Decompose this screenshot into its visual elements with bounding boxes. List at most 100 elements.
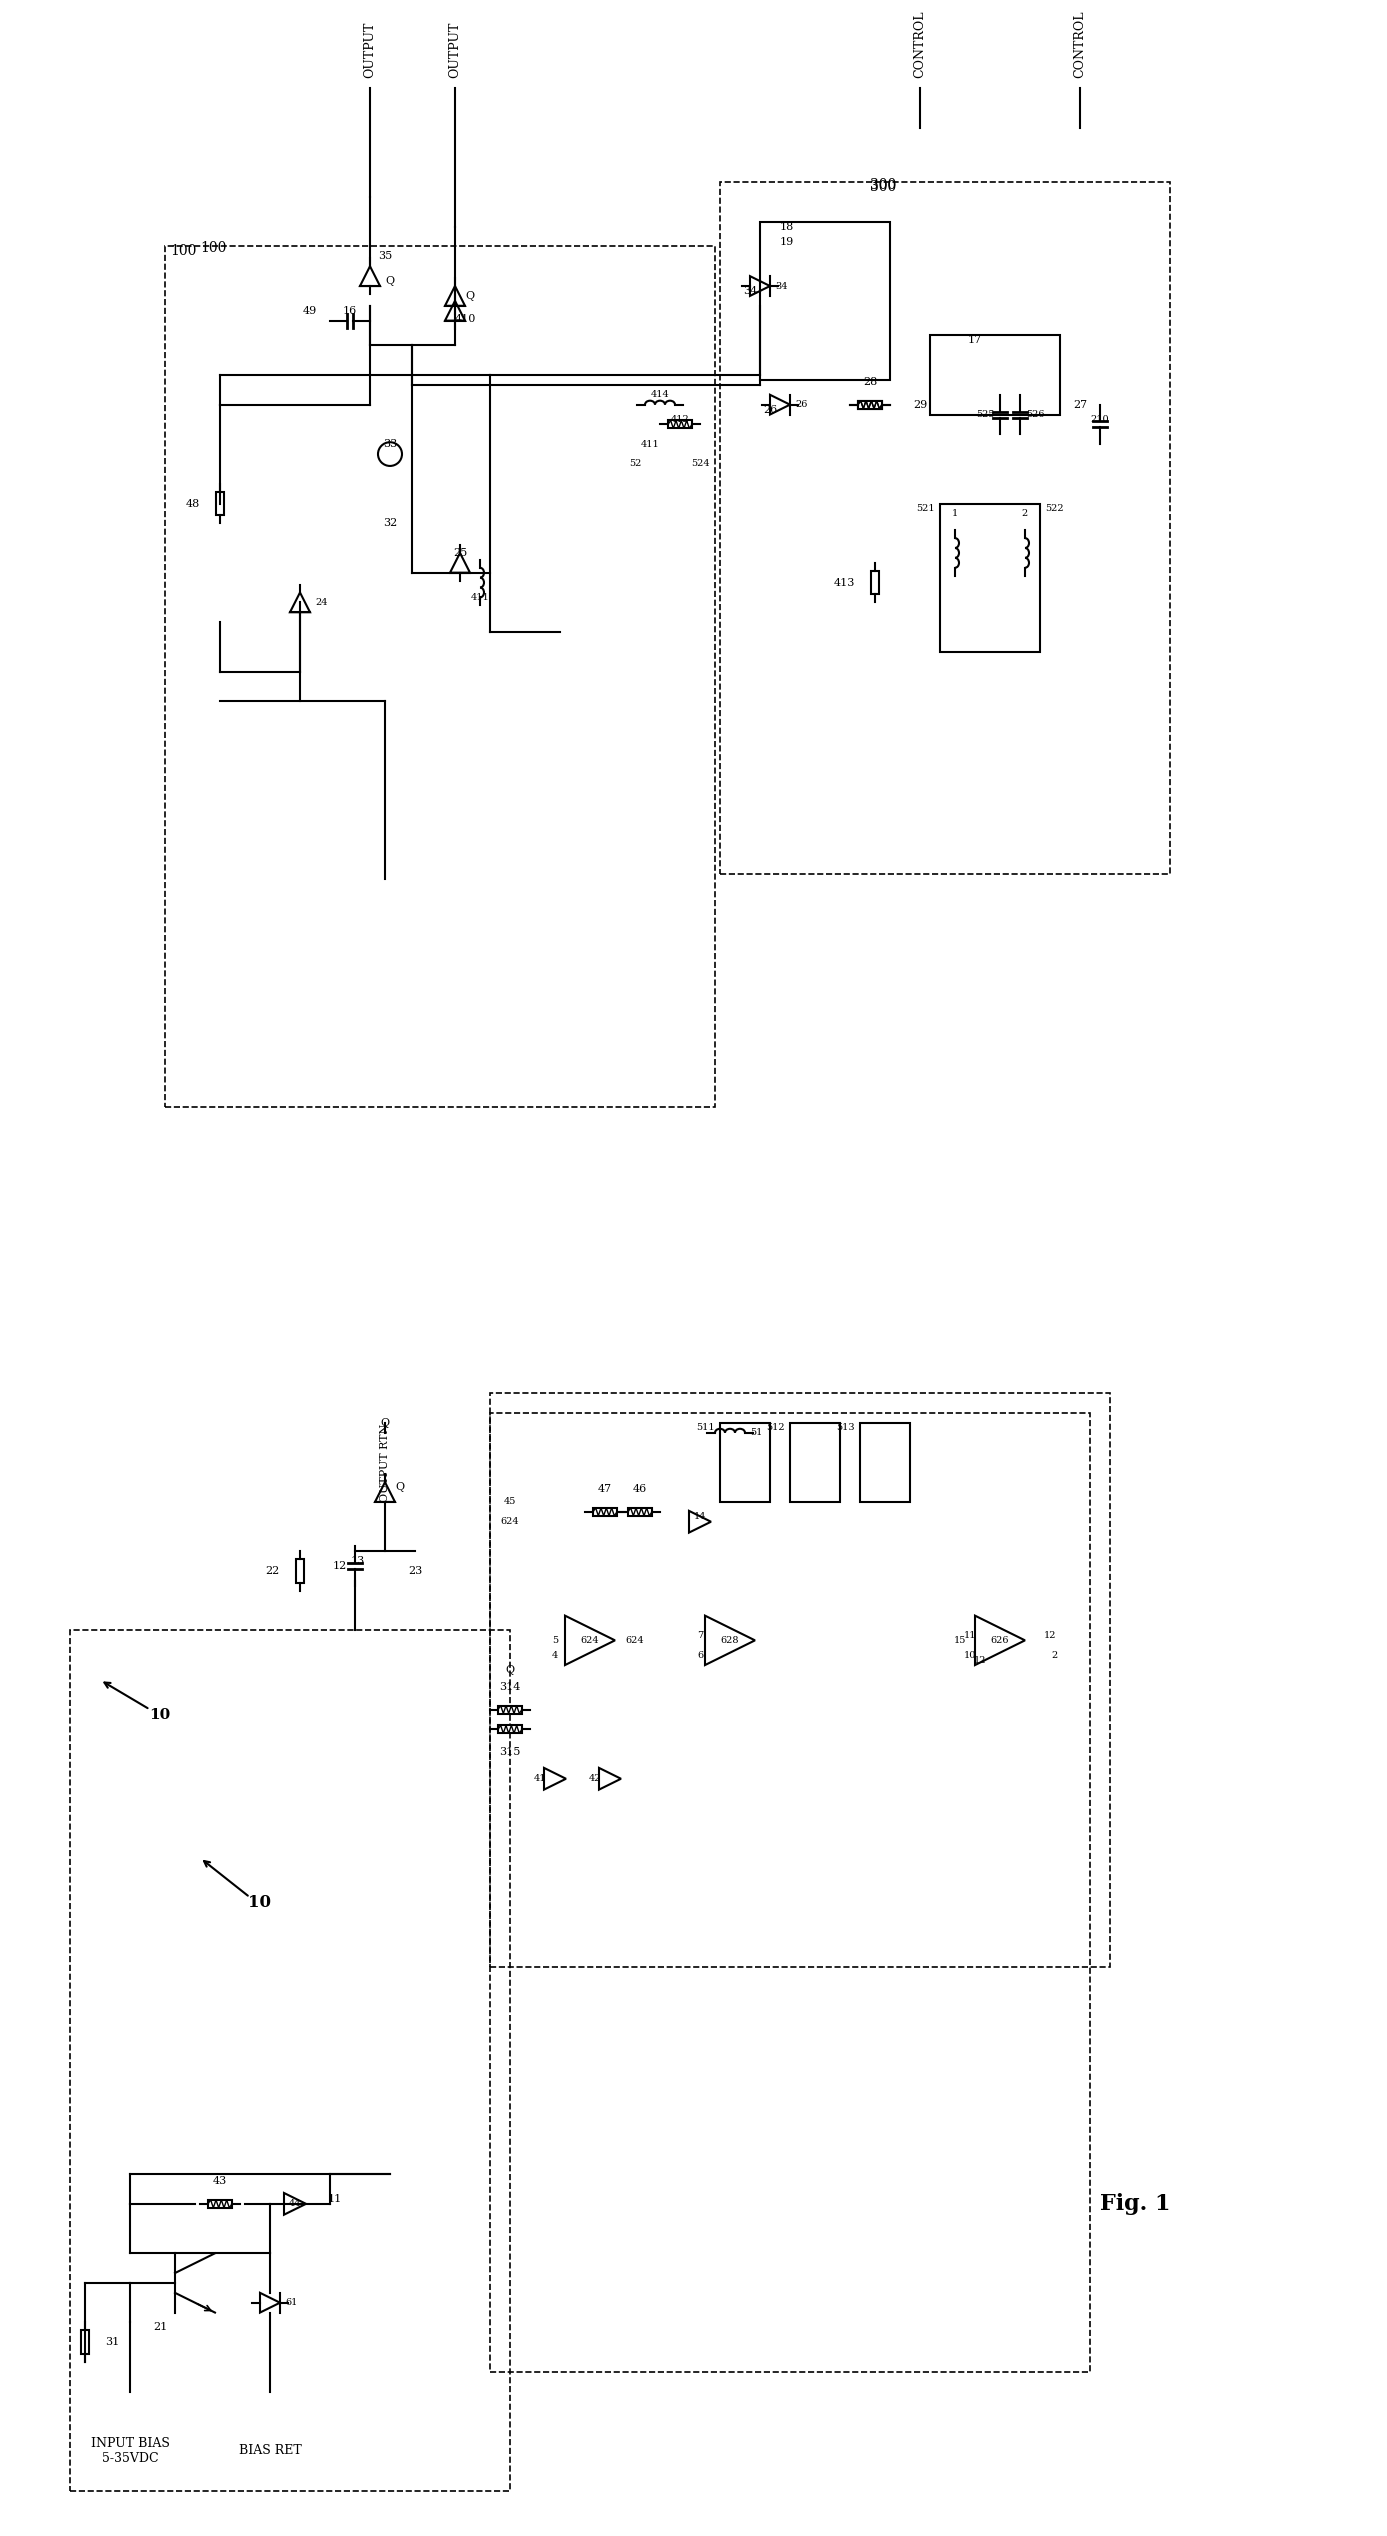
Text: OUTPUT: OUTPUT (448, 23, 462, 79)
Text: 100: 100 (200, 241, 226, 256)
Text: 10: 10 (150, 1707, 171, 1722)
Text: 513: 513 (836, 1423, 854, 1433)
Bar (69, 1631, 510, 2490)
Text: 413: 413 (834, 578, 854, 588)
Bar (216, 492, 223, 515)
Text: 412: 412 (671, 416, 689, 424)
Bar (498, 1724, 522, 1732)
Text: 411: 411 (470, 593, 490, 601)
Text: BIAS RET: BIAS RET (239, 2445, 301, 2457)
Text: 2: 2 (1022, 510, 1028, 517)
Bar (860, 1423, 910, 1501)
Text: 16: 16 (343, 307, 356, 317)
Text: Q: Q (380, 1418, 390, 1428)
Text: 10: 10 (964, 1651, 976, 1659)
Text: 44: 44 (288, 2199, 301, 2209)
Text: 410: 410 (455, 314, 476, 325)
Text: Q: Q (466, 292, 474, 302)
Text: 19: 19 (779, 236, 795, 246)
Text: 21: 21 (153, 2323, 166, 2333)
Text: 210: 210 (1090, 416, 1110, 424)
Text: 100: 100 (171, 243, 197, 259)
Text: 512: 512 (767, 1423, 785, 1433)
Text: 14: 14 (694, 1511, 706, 1522)
Text: 35: 35 (377, 251, 393, 261)
Text: 42: 42 (588, 1775, 601, 1783)
Bar (931, 335, 1060, 413)
Text: 524: 524 (691, 459, 709, 469)
Text: 511: 511 (696, 1423, 716, 1433)
Text: OUTPUT: OUTPUT (363, 23, 376, 79)
Text: 31: 31 (105, 2338, 119, 2348)
Bar (628, 1509, 652, 1517)
Text: 11: 11 (327, 2194, 343, 2204)
Text: 521: 521 (917, 505, 935, 512)
Text: 26: 26 (763, 406, 777, 413)
Text: 32: 32 (383, 517, 397, 527)
Text: Q: Q (505, 1666, 515, 1674)
Text: 624: 624 (501, 1517, 519, 1527)
Text: 28: 28 (863, 378, 877, 388)
Text: 13: 13 (351, 1557, 365, 1567)
Text: INPUT BIAS
5-35VDC: INPUT BIAS 5-35VDC (90, 2437, 169, 2465)
Text: 48: 48 (186, 500, 200, 510)
Bar (208, 2199, 232, 2209)
Text: 51: 51 (750, 1428, 763, 1438)
Text: 300: 300 (870, 178, 896, 193)
Text: 43: 43 (212, 2176, 227, 2186)
Bar (859, 401, 882, 408)
Text: 15: 15 (954, 1636, 967, 1646)
Text: 2: 2 (1051, 1651, 1058, 1659)
Bar (871, 571, 879, 593)
Text: 61: 61 (284, 2298, 297, 2308)
Text: 29: 29 (913, 401, 927, 411)
Bar (594, 1509, 617, 1517)
Bar (490, 1413, 1090, 2371)
Bar (760, 221, 890, 380)
Bar (940, 505, 1040, 652)
Text: 47: 47 (598, 1484, 612, 1494)
Text: Q: Q (386, 276, 394, 287)
Text: 22: 22 (266, 1567, 280, 1577)
Text: Fig. 1: Fig. 1 (1100, 2194, 1171, 2214)
Text: 11: 11 (964, 1631, 976, 1641)
Text: OUTPUT RTN: OUTPUT RTN (380, 1423, 390, 1501)
Text: 1: 1 (951, 510, 958, 517)
Text: 522: 522 (1044, 505, 1064, 512)
Bar (720, 1423, 770, 1501)
Text: 52: 52 (628, 459, 641, 469)
Bar (791, 1423, 841, 1501)
Text: 7: 7 (696, 1631, 703, 1641)
Text: CONTROL: CONTROL (914, 10, 927, 79)
Text: 411: 411 (641, 439, 659, 449)
Bar (859, 401, 882, 408)
Text: 315: 315 (499, 1747, 520, 1757)
Text: 624: 624 (581, 1636, 599, 1646)
Text: 525: 525 (975, 411, 994, 418)
Text: 6: 6 (696, 1651, 703, 1659)
Text: 414: 414 (651, 391, 670, 398)
Text: 5: 5 (552, 1636, 558, 1646)
Text: 46: 46 (632, 1484, 648, 1494)
Text: 628: 628 (721, 1636, 739, 1646)
Text: 49: 49 (302, 307, 318, 317)
Text: 41: 41 (534, 1775, 546, 1783)
Text: 300: 300 (870, 180, 896, 195)
Bar (669, 421, 692, 429)
Text: 4: 4 (552, 1651, 558, 1659)
Text: 526: 526 (1026, 411, 1044, 418)
Bar (295, 1560, 304, 1582)
Text: 25: 25 (454, 548, 467, 558)
Text: CONTROL: CONTROL (1074, 10, 1086, 79)
Text: 34: 34 (775, 281, 788, 292)
Text: 34: 34 (743, 287, 757, 297)
Text: 27: 27 (1074, 401, 1087, 411)
Text: 17: 17 (968, 335, 982, 345)
Bar (498, 1707, 522, 1714)
Text: Q: Q (395, 1481, 405, 1491)
Text: 624: 624 (626, 1636, 645, 1646)
Bar (720, 183, 1171, 875)
Text: 626: 626 (990, 1636, 1010, 1646)
Text: 45: 45 (503, 1496, 516, 1506)
Text: 10: 10 (248, 1894, 272, 1910)
